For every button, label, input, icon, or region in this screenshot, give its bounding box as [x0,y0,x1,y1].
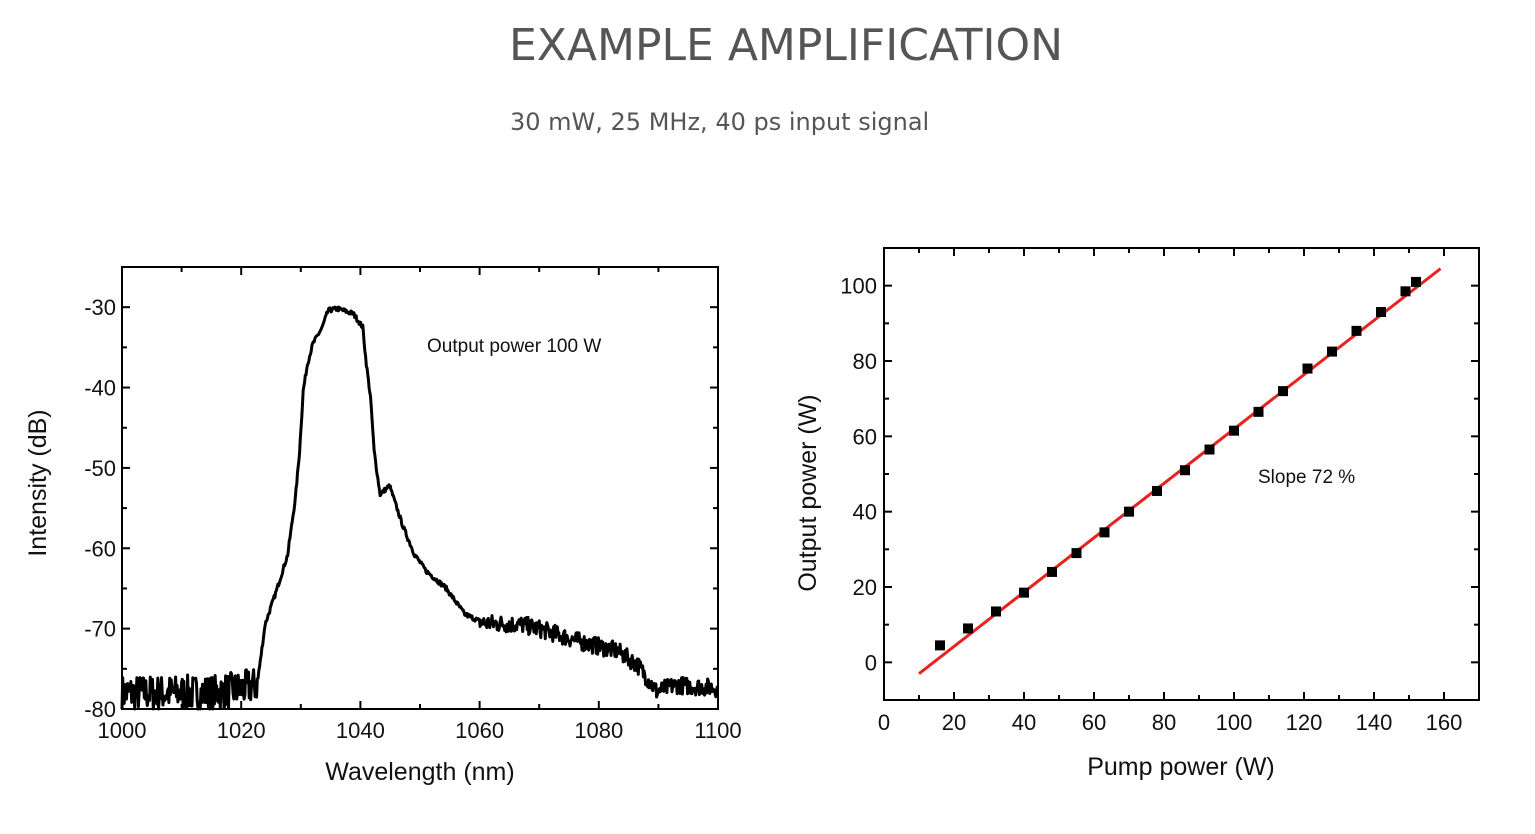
chart-annotation: Output power 100 W [427,336,601,357]
x-tick-label: 1080 [574,718,623,743]
power-chart: 0 20 40 60 80 100 120 140 160 0 20 40 60 80 100 Pump po… [794,247,1480,781]
y-tick-label: 0 [865,650,877,675]
data-point [1229,425,1239,436]
data-point [1180,465,1190,476]
x-tick-label: 1000 [98,718,147,743]
x-tick-label: 1100 [694,718,741,743]
data-point [991,606,1001,617]
y-tick-label: -50 [84,456,116,481]
x-tick-label: 160 [1426,710,1463,735]
y-tick-label: -40 [84,376,116,401]
data-point [963,623,973,634]
page-subtitle: 30 mW, 25 MHz, 40 ps input signal [510,108,930,136]
data-point [1400,286,1411,297]
fit-line [918,267,1442,675]
y-tick-label: -30 [84,295,116,320]
x-tick-label: 1060 [455,718,504,743]
y-tick-label: -60 [84,536,116,561]
data-point [1376,307,1386,318]
data-point [1047,566,1057,577]
spectrum-chart: 1000 1020 1040 1060 1080 1100 -30 -40 -50 -60 -70 -… [24,266,742,786]
y-tick-label: -70 [84,617,116,642]
x-tick-label: 60 [1082,710,1106,735]
plot-frame [121,266,719,710]
x-tick-label: 80 [1152,710,1176,735]
spectrum-line [120,305,719,711]
y-axis-title: Intensity (dB) [24,409,52,556]
data-point [1152,485,1162,496]
data-point [1411,276,1421,287]
x-tick-label: 1040 [336,718,385,743]
data-point [1351,325,1362,336]
data-point [1124,506,1134,517]
y-tick-label: 100 [840,274,877,299]
data-point [1019,587,1029,598]
x-tick-label: 0 [878,710,890,735]
x-tick-label: 140 [1356,710,1393,735]
y-tick-label: 20 [853,575,877,600]
y-axis-title: Output power (W) [794,394,822,591]
x-tick-label: 40 [1012,710,1036,735]
x-tick-label: 100 [1216,710,1253,735]
page-title: EXAMPLE AMPLIFICATION [508,20,1064,71]
data-point [1204,444,1215,455]
data-point [1253,406,1264,417]
data-point [1099,527,1110,538]
x-axis-title: Pump power (W) [1087,753,1275,781]
x-tick-label: 120 [1286,710,1323,735]
y-tick-label: 40 [853,500,877,525]
chart-annotation: Slope 72 % [1258,467,1355,488]
data-point [935,640,945,651]
data-point [1327,346,1337,357]
x-tick-label: 1020 [217,718,266,743]
data-point [1302,363,1313,374]
y-tick-label: -80 [84,697,116,722]
y-tick-label: 60 [853,424,877,449]
data-point [1071,548,1082,559]
x-tick-label: 20 [942,710,966,735]
data-point [1278,386,1288,397]
x-axis-title: Wavelength (nm) [325,758,514,786]
y-tick-label: 80 [853,349,877,374]
